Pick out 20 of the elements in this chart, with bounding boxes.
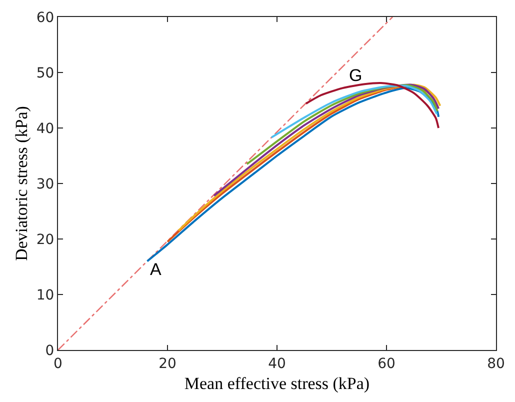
y-tick-label: 30 [36, 176, 54, 192]
x-tick-label: 60 [378, 356, 396, 372]
line-series [213, 84, 440, 197]
annotation: A [150, 260, 162, 279]
y-tick-label: 10 [36, 287, 54, 304]
annotation: G [349, 66, 362, 85]
x-tick-label: 40 [268, 356, 286, 372]
y-tick-label: 40 [36, 120, 54, 137]
y-tick-label: 0 [45, 342, 54, 359]
x-tick-label: 80 [487, 356, 505, 372]
line-series [270, 84, 438, 138]
line-series [146, 87, 440, 262]
line-series [246, 84, 438, 166]
y-axis-title: Deviatoric stress (kPa) [12, 106, 31, 261]
y-tick-label: 50 [36, 65, 54, 82]
line-series [305, 82, 440, 129]
x-tick-label: 20 [158, 356, 176, 372]
y-tick-label: 20 [36, 232, 54, 248]
x-axis-title: Mean effective stress (kPa) [184, 374, 370, 394]
y-tick-label: 60 [36, 10, 54, 26]
